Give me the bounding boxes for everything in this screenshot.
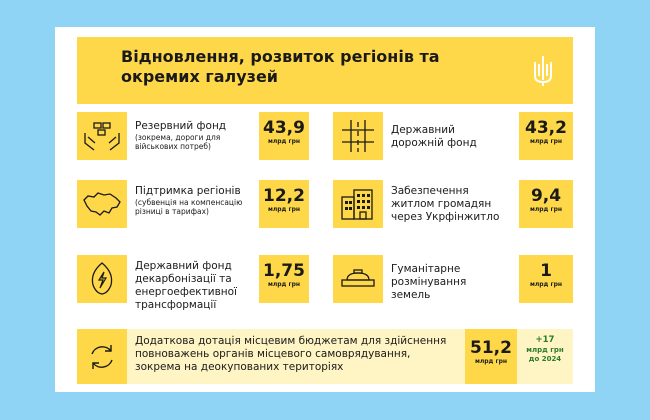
road-fund-value: 43,2 млрд грн — [519, 112, 573, 160]
regions-support-icon-tile — [77, 180, 127, 228]
local-budget-row: Додаткова дотація місцевим бюджетам для … — [77, 329, 573, 384]
housing-value: 9,4 млрд грн — [519, 180, 573, 228]
decarbonization-value: 1,75 млрд грн — [259, 255, 309, 303]
road-fund-label: Державний дорожній фонд — [391, 124, 477, 149]
road-icon — [342, 120, 374, 152]
reserve-fund-icon-tile — [77, 112, 127, 160]
regions-support-label: Підтримка регіонів (субвенція на компенс… — [135, 185, 243, 216]
decarbonization-label: Державний фонд декарбонізації та енергое… — [135, 260, 237, 311]
housing-icon-tile — [333, 180, 383, 228]
local-budget-icon-tile — [77, 329, 127, 384]
reserve-fund-value: 43,9 млрд грн — [259, 112, 309, 160]
reserve-fund-label: Резервний фонд (зокрема, дороги для війс… — [135, 120, 227, 151]
ukraine-map-icon — [83, 192, 121, 216]
demining-icon-tile — [333, 255, 383, 303]
regions-support-value: 12,2 млрд грн — [259, 180, 309, 228]
demining-label: Гуманітарне розмінування земель — [391, 263, 467, 301]
local-budget-extra: +17 млрд грн до 2024 — [519, 335, 571, 379]
buildings-icon — [341, 189, 373, 220]
local-budget-value: 51,2 млрд грн — [465, 329, 517, 384]
road-fund-icon-tile — [333, 112, 383, 160]
decarbonization-icon-tile — [77, 255, 127, 303]
demining-value: 1 млрд грн — [519, 255, 573, 303]
landmine-icon — [341, 269, 375, 287]
housing-label: Забезпечення житлом громадян через Укрфі… — [391, 185, 500, 223]
refresh-cycle-icon — [91, 344, 113, 369]
gold-bars-hands-icon — [84, 122, 120, 151]
leaf-energy-icon — [91, 262, 113, 295]
page-title: Відновлення, розвиток регіонів та окреми… — [121, 47, 440, 86]
local-budget-label: Додаткова дотація місцевим бюджетам для … — [135, 335, 447, 373]
trident-logo-icon — [523, 50, 563, 90]
header-banner: Відновлення, розвиток регіонів та окреми… — [77, 37, 573, 104]
infographic-card: Відновлення, розвиток регіонів та окреми… — [55, 27, 595, 392]
